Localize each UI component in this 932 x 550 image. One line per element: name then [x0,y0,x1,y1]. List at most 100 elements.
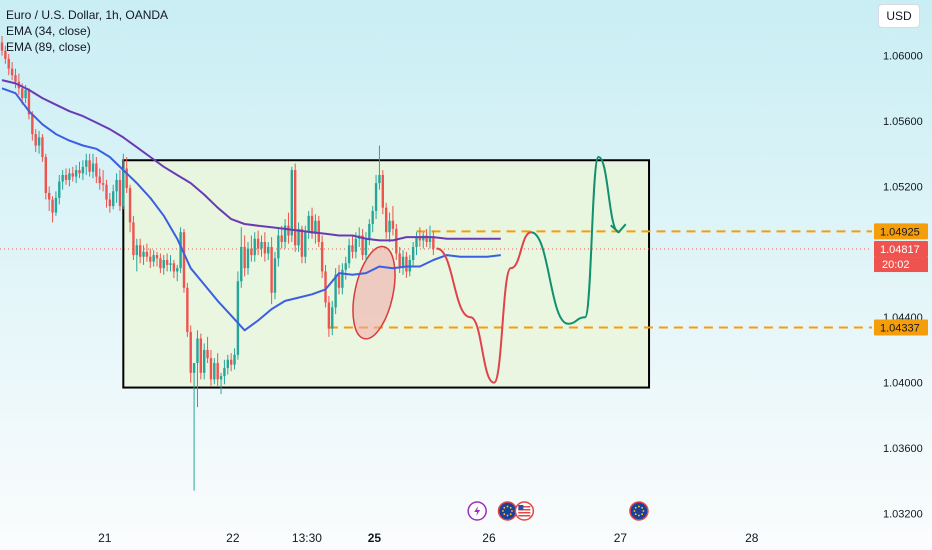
candle-body[interactable] [267,246,270,254]
candle-body[interactable] [159,258,162,269]
candle-body[interactable] [179,232,182,269]
candle-body[interactable] [34,134,37,146]
candle-body[interactable] [64,174,68,180]
candle-body[interactable] [246,248,250,269]
candle-body[interactable] [58,181,61,198]
candle-body[interactable] [290,170,294,236]
candle-body[interactable] [51,199,54,213]
candle-body[interactable] [398,253,401,267]
candle-body[interactable] [199,338,203,373]
candle-body[interactable] [415,237,418,247]
candle-body[interactable] [364,238,368,256]
candle-body[interactable] [371,210,374,225]
candle-body[interactable] [401,256,405,267]
candle-body[interactable] [78,170,81,174]
candle-body[interactable] [428,237,432,243]
candle-body[interactable] [10,68,14,76]
candle-body[interactable] [253,238,256,256]
candle-body[interactable] [21,88,24,99]
eu-event-icon[interactable] [497,501,518,521]
candle-body[interactable] [206,349,209,359]
candle-body[interactable] [165,260,169,265]
candle-body[interactable] [331,307,334,329]
candle-body[interactable] [391,220,395,229]
candle-body[interactable] [270,246,273,293]
candle-body[interactable] [203,349,206,373]
candle-body[interactable] [256,238,260,249]
candle-body[interactable] [91,163,95,172]
candle-body[interactable] [307,215,310,233]
candle-body[interactable] [297,228,300,246]
candle-body[interactable] [229,359,233,365]
candle-body[interactable] [277,235,280,259]
ema-slow-legend[interactable]: EMA (89, close) [6,40,91,54]
candle-body[interactable] [135,245,138,256]
candle-body[interactable] [95,163,98,177]
candle-body[interactable] [243,246,246,269]
candle-body[interactable] [260,242,263,249]
candle-body[interactable] [216,363,219,380]
candle-body[interactable] [378,174,381,184]
candle-body[interactable] [273,258,277,293]
candle-body[interactable] [41,137,44,157]
candle-body[interactable] [240,246,243,282]
candle-body[interactable] [81,166,85,174]
candle-body[interactable] [388,220,391,233]
candle-body[interactable] [149,256,152,262]
candle-body[interactable] [405,256,408,272]
candle-body[interactable] [432,237,435,249]
candle-body[interactable] [189,331,192,373]
candle-body[interactable] [152,255,155,262]
candle-body[interactable] [27,89,31,115]
candle-body[interactable] [209,358,213,380]
candle-body[interactable] [293,170,297,246]
candle-body[interactable] [395,228,398,254]
candle-body[interactable] [74,170,78,177]
candle-body[interactable] [280,235,283,243]
candle-body[interactable] [142,251,145,257]
candle-body[interactable] [411,246,415,260]
candle-body[interactable] [98,176,101,184]
candle-body[interactable] [341,269,344,288]
candle-body[interactable] [44,156,48,193]
candle-body[interactable] [162,260,165,269]
candle-body[interactable] [196,338,199,364]
candle-body[interactable] [138,245,142,257]
candle-body[interactable] [155,255,159,259]
ema-slow-line[interactable] [1,79,501,242]
candle-body[interactable] [61,174,64,182]
candle-body[interactable] [169,263,172,265]
candle-body[interactable] [71,173,74,177]
projection-down-path[interactable] [436,231,532,384]
candle-body[interactable] [118,179,122,207]
candle-body[interactable] [68,173,71,180]
candle-body[interactable] [108,199,112,207]
candle-body[interactable] [176,268,179,272]
candle-body[interactable] [85,160,88,167]
candle-body[interactable] [145,251,149,257]
candle-body[interactable] [122,168,125,207]
candle-body[interactable] [317,220,320,243]
candle-body[interactable] [374,183,378,211]
candle-body[interactable] [182,232,186,288]
candle-body[interactable] [368,224,371,239]
highlight-ellipse[interactable] [346,243,403,343]
candle-body[interactable] [263,242,267,254]
currency-button[interactable]: USD [878,4,920,28]
candle-body[interactable] [310,215,314,234]
candle-body[interactable] [223,367,226,377]
candle-body[interactable] [105,184,108,200]
candle-body[interactable] [219,376,223,380]
ema-fast-line[interactable] [1,87,501,332]
candle-body[interactable] [7,58,10,69]
candle-body[interactable] [314,220,317,234]
candle-body[interactable] [351,245,354,252]
candle-body[interactable] [88,160,91,172]
candle-body[interactable] [320,242,324,272]
candle-body[interactable] [172,263,176,272]
candle-body[interactable] [361,235,364,256]
candle-body[interactable] [418,237,422,241]
candle-body[interactable] [324,271,327,303]
candle-body[interactable] [337,274,341,288]
